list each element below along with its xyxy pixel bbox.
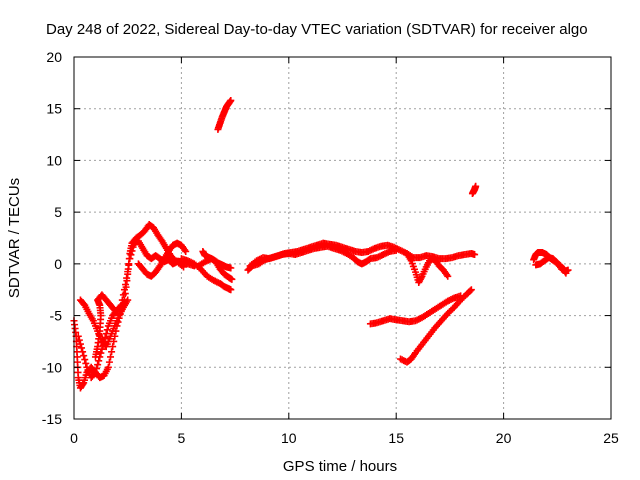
series-arc-c xyxy=(76,296,132,351)
data-point xyxy=(94,361,102,369)
data-point xyxy=(82,359,90,367)
data-point xyxy=(444,272,452,280)
data-point xyxy=(124,268,132,276)
data-point xyxy=(119,291,127,299)
data-point xyxy=(91,368,99,376)
data-point xyxy=(126,255,134,263)
x-tick-label: 20 xyxy=(496,430,512,446)
y-tick-label: 15 xyxy=(46,101,62,117)
data-point xyxy=(111,306,119,314)
data-point xyxy=(79,348,87,356)
data-point xyxy=(103,326,111,334)
data-point xyxy=(466,287,474,295)
data-point xyxy=(97,349,105,357)
grid xyxy=(74,57,611,419)
data-point xyxy=(227,264,235,272)
x-tick-label: 10 xyxy=(281,430,297,446)
series-arc-k xyxy=(246,242,400,270)
y-tick-label: 0 xyxy=(54,256,62,272)
chart-title: Day 248 of 2022, Sidereal Day-to-day VTE… xyxy=(46,21,588,38)
y-tick-label: 20 xyxy=(46,49,62,65)
data-point xyxy=(80,352,88,360)
ticks: 0 5 10 15 20 25 -15 -10 -5 0 5 10 15 20 xyxy=(42,49,619,446)
data-point xyxy=(110,305,118,313)
series-arc-n xyxy=(396,286,475,366)
series-arc-q xyxy=(532,254,572,275)
y-tick-label: 5 xyxy=(54,204,62,220)
x-tick-label: 15 xyxy=(388,430,404,446)
x-tick-label: 25 xyxy=(603,430,619,446)
data-point xyxy=(227,286,235,294)
series-arc-h xyxy=(199,247,235,272)
x-axis-label: GPS time / hours xyxy=(283,458,397,475)
y-tick-label: -10 xyxy=(42,359,62,375)
data-point xyxy=(78,344,86,352)
y-axis-label: SDTVAR / TECUs xyxy=(6,178,23,298)
series-arc-l xyxy=(403,250,452,286)
data-point xyxy=(123,274,131,282)
data-point xyxy=(467,286,475,294)
data-point xyxy=(109,343,117,351)
series-arc-m xyxy=(366,292,465,328)
y-tick-label: 10 xyxy=(46,152,62,168)
data-point xyxy=(104,363,112,371)
data-point xyxy=(227,96,235,104)
data-point xyxy=(127,251,135,259)
data-point xyxy=(76,340,84,348)
series-arc-d xyxy=(91,291,119,361)
data-point xyxy=(81,356,89,364)
data-point xyxy=(392,246,400,254)
data-point xyxy=(182,247,190,255)
y-tick-label: -5 xyxy=(50,308,63,324)
plot-frame xyxy=(73,56,612,420)
data-point xyxy=(129,243,137,251)
data-point xyxy=(122,281,130,289)
data-point xyxy=(79,380,87,388)
data-point xyxy=(564,266,572,274)
data-point xyxy=(108,348,116,356)
data-point xyxy=(125,261,133,269)
series-arc-i xyxy=(214,96,235,133)
data-point xyxy=(107,353,115,361)
data-points xyxy=(70,96,572,392)
data-point xyxy=(124,296,132,304)
data-point xyxy=(105,358,113,366)
series-arc-e xyxy=(134,239,190,280)
data-point xyxy=(180,263,188,271)
y-tick-label: -15 xyxy=(42,411,62,427)
data-point xyxy=(101,334,109,342)
data-point xyxy=(75,336,83,344)
data-point xyxy=(95,357,103,365)
x-tick-label: 0 xyxy=(70,430,78,446)
series-arc-o xyxy=(468,182,480,198)
data-point xyxy=(74,332,82,340)
data-point xyxy=(228,275,236,283)
data-point xyxy=(120,286,128,294)
data-point xyxy=(128,247,136,255)
data-point xyxy=(472,182,480,190)
x-tick-label: 5 xyxy=(178,430,186,446)
data-point xyxy=(93,365,101,373)
data-point xyxy=(471,251,479,259)
data-point xyxy=(90,370,98,378)
